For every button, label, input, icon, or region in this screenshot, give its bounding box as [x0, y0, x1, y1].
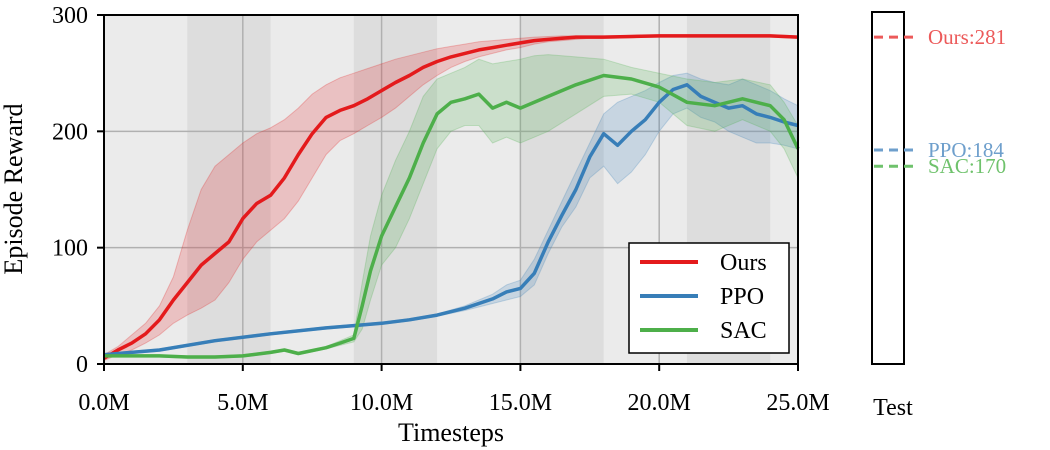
y-tick-label-0: 0 [76, 352, 88, 378]
x-tick-label-0: 0.0M [78, 390, 129, 416]
legend-label-ppo: PPO [720, 284, 764, 310]
y-axis-title: Episode Reward [0, 103, 28, 274]
series-line-ppo [103, 83, 799, 357]
shaded-band-2 [520, 15, 604, 364]
x-tick-label-1: 5.0M [217, 390, 268, 416]
x-tick-label-5: 25.0M [766, 390, 829, 416]
y-tick-label-3: 300 [52, 3, 88, 29]
test-label-ppo: PPO:184 [928, 138, 1004, 162]
test-label-sac: SAC:170 [928, 154, 1006, 178]
plot-border [103, 14, 799, 365]
legend: Ours PPO SAC [628, 242, 790, 354]
shaded-band-0 [187, 15, 271, 364]
x-tick-label-3: 15.0M [489, 390, 552, 416]
x-axis-title: Timesteps [398, 418, 504, 447]
test-panel-box [871, 11, 905, 365]
test-label: Test [873, 395, 913, 421]
series-line-sac [104, 73, 800, 359]
x-tick-label-2: 10.0M [350, 390, 413, 416]
y-tick-label-2: 200 [52, 119, 88, 145]
y-tick-label-1: 100 [52, 236, 88, 262]
test-label-ours: Ours:281 [928, 25, 1006, 49]
series-line-ours [103, 34, 799, 360]
x-tick-label-4: 20.0M [628, 390, 691, 416]
legend-label-ours: Ours [720, 250, 767, 276]
legend-label-sac: SAC [720, 318, 767, 344]
shaded-band-1 [353, 15, 438, 364]
